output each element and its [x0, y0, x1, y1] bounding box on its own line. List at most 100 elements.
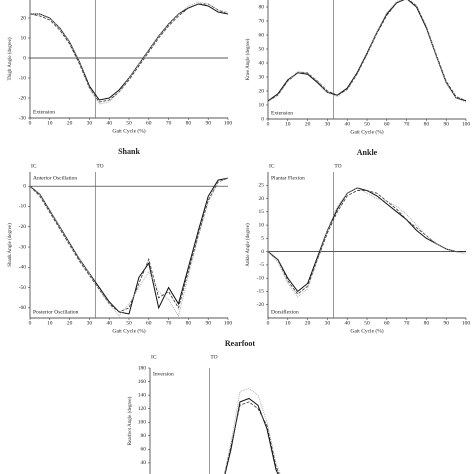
y-tick-label: 140: [138, 392, 147, 398]
y-tick-label: 70: [259, 18, 265, 24]
event-label: IC: [269, 163, 275, 169]
x-tick-label: 50: [364, 320, 370, 326]
x-tick-label: 60: [384, 121, 390, 127]
region-note: Anterior Oscillation: [33, 175, 77, 181]
x-tick-label: 70: [166, 120, 172, 126]
series-line: [224, 397, 279, 474]
y-tick-label: 60: [259, 32, 265, 38]
series-line: [30, 177, 228, 318]
series-line: [30, 1, 228, 105]
y-tick-label: -10: [19, 75, 27, 81]
x-axis-label: Gait Cycle (%): [112, 327, 145, 334]
x-tick-label: 70: [404, 320, 410, 326]
x-tick-label: 50: [126, 320, 132, 326]
panel-title: Ankle: [357, 148, 378, 157]
y-axis-label: Thigh Angle (degree): [8, 37, 13, 80]
y-tick-label: -20: [257, 302, 265, 308]
y-tick-label: 180: [138, 365, 147, 371]
x-tick-label: 0: [29, 120, 32, 126]
y-tick-label: 0: [23, 183, 26, 189]
x-tick-label: 100: [224, 120, 233, 126]
x-tick-label: 20: [67, 320, 73, 326]
event-label: TO: [96, 163, 103, 169]
event-label: IC: [31, 163, 37, 169]
y-tick-label: 25: [259, 183, 265, 189]
y-tick-label: -60: [19, 305, 27, 311]
x-tick-label: 40: [106, 320, 112, 326]
x-tick-label: 10: [285, 121, 291, 127]
y-axis-label: Knee Angle (degree): [246, 38, 251, 80]
y-tick-label: 40: [141, 460, 147, 466]
y-tick-label: 15: [259, 209, 265, 215]
x-tick-label: 30: [87, 120, 93, 126]
x-tick-label: 90: [205, 120, 211, 126]
x-tick-label: 60: [384, 320, 390, 326]
x-tick-label: 90: [443, 320, 449, 326]
y-tick-label: 20: [259, 88, 265, 94]
y-tick-label: 80: [259, 4, 265, 10]
series-line: [223, 387, 281, 474]
y-axis-label: Rearfoot Angle (degree): [128, 396, 133, 445]
x-tick-label: 30: [87, 320, 93, 326]
x-tick-label: 90: [205, 320, 211, 326]
x-tick-label: 30: [325, 320, 331, 326]
x-tick-label: 70: [166, 320, 172, 326]
x-tick-label: 80: [186, 120, 192, 126]
y-tick-label: 10: [21, 35, 27, 41]
y-tick-label: 30: [259, 74, 265, 80]
y-tick-label: 20: [21, 15, 27, 21]
y-tick-label: -5: [259, 262, 264, 268]
x-tick-label: 20: [305, 320, 311, 326]
region-note: Inversion: [153, 371, 174, 377]
y-tick-label: 120: [138, 406, 147, 412]
x-tick-label: 40: [344, 320, 350, 326]
panel: Rearfoot18016014012010080604020Rearfoot …: [128, 339, 281, 474]
x-tick-label: 100: [224, 320, 233, 326]
region-note: Posterior Oscillation: [33, 309, 79, 315]
panel-title: Shank: [118, 147, 140, 156]
x-tick-label: 40: [344, 121, 350, 127]
y-tick-label: 0: [261, 116, 264, 122]
x-tick-label: 70: [404, 121, 410, 127]
y-tick-label: -40: [19, 265, 27, 271]
y-tick-label: 0: [23, 55, 26, 61]
x-tick-label: 60: [146, 320, 152, 326]
x-tick-label: 10: [285, 320, 291, 326]
y-tick-label: 160: [138, 379, 147, 385]
event-label: TO: [334, 163, 341, 169]
region-note: Extension: [271, 110, 293, 116]
y-tick-label: -10: [19, 204, 27, 210]
y-tick-label: 100: [138, 419, 147, 425]
region-note: Plantar Flexion: [271, 175, 305, 181]
x-tick-label: 40: [106, 120, 112, 126]
series-line: [268, 0, 466, 103]
y-tick-label: 5: [261, 236, 264, 242]
y-tick-label: 40: [259, 60, 265, 66]
panel: 0 10 20 30 40 50 60 70 80 0 10 20 30 40 50 60 70 80 90 100 G…: [246, 0, 470, 135]
x-axis-label: Gait Cycle (%): [350, 327, 383, 334]
y-tick-label: -30: [19, 115, 27, 121]
y-tick-label: -30: [19, 244, 27, 250]
y-tick-label: -20: [19, 95, 27, 101]
region-note: Extension: [33, 109, 55, 115]
x-axis-label: Gait Cycle (%): [350, 128, 383, 135]
x-tick-label: 30: [325, 121, 331, 127]
x-tick-label: 80: [424, 121, 430, 127]
x-tick-label: 50: [126, 120, 132, 126]
x-tick-label: 80: [186, 320, 192, 326]
series-line: [30, 3, 228, 101]
y-tick-label: 10: [259, 222, 265, 228]
x-tick-label: 60: [146, 120, 152, 126]
y-tick-label: 60: [141, 447, 147, 453]
x-tick-label: 80: [424, 320, 430, 326]
series-line: [268, 0, 466, 102]
y-tick-label: -15: [257, 289, 265, 295]
y-tick-label: 50: [259, 46, 265, 52]
event-label: IC: [151, 354, 157, 360]
series-line: [268, 187, 466, 298]
y-tick-label: 10: [259, 102, 265, 108]
